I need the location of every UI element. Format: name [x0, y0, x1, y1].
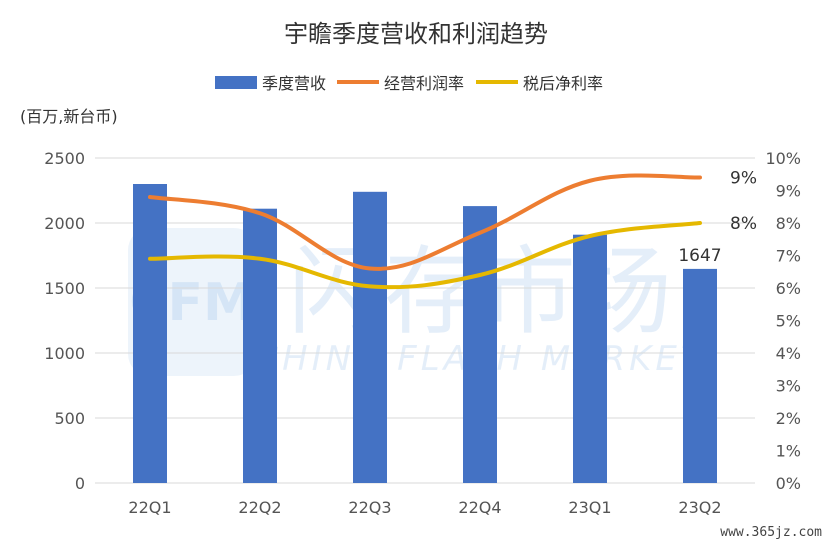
y-right-tick-label: 2% [776, 409, 801, 428]
bar-revenue [243, 208, 277, 483]
x-tick-label: 22Q4 [458, 498, 501, 517]
legend-item-net-margin: 税后净利率 [476, 74, 603, 93]
grid [95, 157, 755, 484]
footer-site: www.365jz.com [720, 525, 822, 540]
y-left-tick-label: 1500 [44, 279, 85, 298]
left-axis-unit: (百万,新台币) [20, 107, 118, 126]
bar-revenue [353, 191, 387, 484]
y-left-tick-label: 2000 [44, 214, 85, 233]
y-right-tick-label: 4% [776, 344, 801, 363]
bar-revenue [573, 234, 607, 483]
legend-label-op-margin: 经营利润率 [384, 74, 464, 93]
data-label-net-margin-last: 8% [730, 214, 757, 234]
y-right-tick-label: 0% [776, 474, 801, 493]
bar-revenue [683, 268, 717, 483]
y-left-tick-label: 2500 [44, 149, 85, 168]
x-tick-label: 22Q1 [128, 498, 171, 517]
watermark: CFM 闪存市场 CHINA FLASH MARKET [128, 228, 702, 379]
y-right-tick-label: 9% [776, 182, 801, 201]
y-left-tick-label: 1000 [44, 344, 85, 363]
legend-swatch-revenue [215, 76, 257, 89]
data-labels: 1647 9% 8% [678, 169, 757, 266]
legend-item-op-margin: 经营利润率 [337, 74, 464, 93]
x-tick-label: 23Q2 [678, 498, 721, 517]
chart-title: 宇瞻季度营收和利润趋势 [284, 20, 548, 48]
legend-label-net-margin: 税后净利率 [523, 74, 603, 93]
legend-label-revenue: 季度营收 [262, 74, 326, 93]
x-tick-label: 22Q3 [348, 498, 391, 517]
data-label-revenue-last: 1647 [678, 246, 721, 266]
legend-item-revenue: 季度营收 [215, 74, 326, 93]
y-left-tick-label: 500 [54, 409, 85, 428]
y-right-tick-label: 8% [776, 214, 801, 233]
bar-revenue [133, 184, 167, 483]
y-left-tick-label: 0 [75, 474, 85, 493]
x-tick-label: 22Q2 [238, 498, 281, 517]
y-right-tick-label: 6% [776, 279, 801, 298]
y-right-tick-label: 5% [776, 312, 801, 331]
x-tick-label: 23Q1 [568, 498, 611, 517]
line-net-margin [148, 221, 702, 290]
y-right-tick-label: 7% [776, 247, 801, 266]
line-op-margin [148, 173, 702, 271]
axes: 0 500 1000 1500 2000 2500 0% 1% 2% 3% 4% 5% 6% 7% 8% 9%… [44, 149, 801, 517]
lines [148, 173, 702, 290]
legend: 季度营收 经营利润率 税后净利率 [215, 74, 603, 93]
bar-revenue [463, 206, 497, 483]
bars [133, 184, 717, 484]
y-right-tick-label: 1% [776, 442, 801, 461]
y-right-tick-label: 3% [776, 377, 801, 396]
data-label-op-margin-last: 9% [730, 169, 757, 189]
y-right-tick-label: 10% [765, 149, 801, 168]
